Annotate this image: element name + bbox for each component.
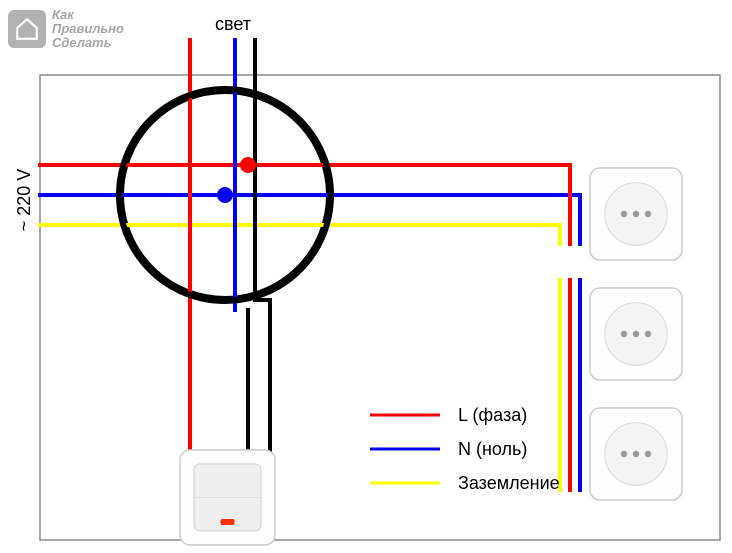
legend-text-2: Заземление <box>458 473 560 493</box>
watermark-logo: Как Правильно Сделать <box>8 8 124 50</box>
junction-node-0 <box>240 157 256 173</box>
legend-text-0: L (фаза) <box>458 405 527 425</box>
wiring-diagram: свет ~ 220 V L (фаза) N (ноль) Заземление <box>0 0 732 553</box>
light-switch <box>180 450 275 545</box>
watermark-text: Как Правильно Сделать <box>52 8 124 50</box>
power-outlet-2 <box>590 408 682 500</box>
legend-text-1: N (ноль) <box>458 439 527 459</box>
wire-yellow_in-over <box>40 225 560 244</box>
wire-yellow_in <box>40 225 560 244</box>
power-outlet-1 <box>590 288 682 380</box>
wire-blue_out <box>225 195 580 244</box>
label-svet: свет <box>215 14 251 34</box>
label-220v: ~ 220 V <box>14 169 34 232</box>
power-outlet-0 <box>590 168 682 260</box>
wire-blue_out-over <box>225 195 580 244</box>
house-icon <box>8 10 46 48</box>
junction-node-1 <box>217 187 233 203</box>
